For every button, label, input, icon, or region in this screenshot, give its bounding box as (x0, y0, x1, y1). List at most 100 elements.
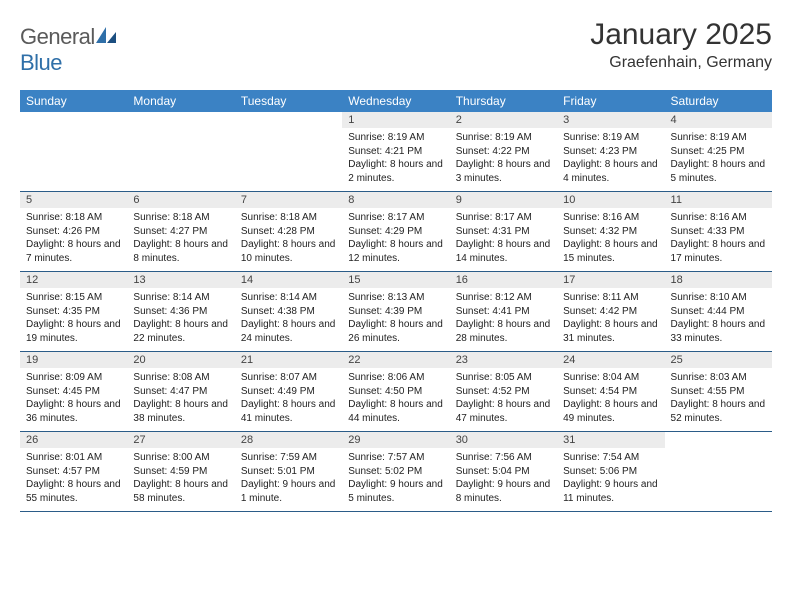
day-detail: Sunrise: 8:00 AMSunset: 4:59 PMDaylight:… (127, 448, 234, 511)
day-detail: Sunrise: 8:19 AMSunset: 4:23 PMDaylight:… (557, 128, 664, 191)
calendar-day-cell: 25Sunrise: 8:03 AMSunset: 4:55 PMDayligh… (665, 352, 772, 432)
day-detail: Sunrise: 8:13 AMSunset: 4:39 PMDaylight:… (342, 288, 449, 351)
calendar-day-cell: 11Sunrise: 8:16 AMSunset: 4:33 PMDayligh… (665, 192, 772, 272)
month-title: January 2025 (590, 18, 772, 52)
day-number: 17 (557, 272, 664, 288)
calendar-day-cell (20, 112, 127, 192)
day-number: 7 (235, 192, 342, 208)
day-number: 28 (235, 432, 342, 448)
day-detail: Sunrise: 8:15 AMSunset: 4:35 PMDaylight:… (20, 288, 127, 351)
day-number: 25 (665, 352, 772, 368)
day-detail: Sunrise: 8:17 AMSunset: 4:29 PMDaylight:… (342, 208, 449, 271)
calendar-day-cell: 2Sunrise: 8:19 AMSunset: 4:22 PMDaylight… (450, 112, 557, 192)
logo-word-2: Blue (20, 50, 62, 75)
day-number: 9 (450, 192, 557, 208)
day-number (127, 112, 234, 130)
day-detail: Sunrise: 8:07 AMSunset: 4:49 PMDaylight:… (235, 368, 342, 431)
day-number: 2 (450, 112, 557, 128)
day-number: 29 (342, 432, 449, 448)
calendar-day-cell: 10Sunrise: 8:16 AMSunset: 4:32 PMDayligh… (557, 192, 664, 272)
calendar-day-cell: 20Sunrise: 8:08 AMSunset: 4:47 PMDayligh… (127, 352, 234, 432)
day-number: 12 (20, 272, 127, 288)
calendar-table: SundayMondayTuesdayWednesdayThursdayFrid… (20, 90, 772, 512)
calendar-day-cell: 1Sunrise: 8:19 AMSunset: 4:21 PMDaylight… (342, 112, 449, 192)
location: Graefenhain, Germany (590, 54, 772, 72)
weekday-header: Friday (557, 90, 664, 112)
calendar-day-cell: 15Sunrise: 8:13 AMSunset: 4:39 PMDayligh… (342, 272, 449, 352)
calendar-day-cell: 18Sunrise: 8:10 AMSunset: 4:44 PMDayligh… (665, 272, 772, 352)
day-detail: Sunrise: 8:08 AMSunset: 4:47 PMDaylight:… (127, 368, 234, 431)
title-block: January 2025 Graefenhain, Germany (590, 18, 772, 72)
calendar-day-cell: 14Sunrise: 8:14 AMSunset: 4:38 PMDayligh… (235, 272, 342, 352)
calendar-day-cell: 8Sunrise: 8:17 AMSunset: 4:29 PMDaylight… (342, 192, 449, 272)
day-detail: Sunrise: 8:09 AMSunset: 4:45 PMDaylight:… (20, 368, 127, 431)
calendar-page: GeneralBlue January 2025 Graefenhain, Ge… (0, 0, 792, 612)
day-detail: Sunrise: 8:03 AMSunset: 4:55 PMDaylight:… (665, 368, 772, 431)
day-detail: Sunrise: 8:19 AMSunset: 4:22 PMDaylight:… (450, 128, 557, 191)
calendar-day-cell: 17Sunrise: 8:11 AMSunset: 4:42 PMDayligh… (557, 272, 664, 352)
calendar-week-row: 19Sunrise: 8:09 AMSunset: 4:45 PMDayligh… (20, 352, 772, 432)
day-detail: Sunrise: 8:01 AMSunset: 4:57 PMDaylight:… (20, 448, 127, 511)
day-detail: Sunrise: 8:18 AMSunset: 4:27 PMDaylight:… (127, 208, 234, 271)
logo: GeneralBlue (20, 24, 117, 76)
calendar-day-cell: 24Sunrise: 8:04 AMSunset: 4:54 PMDayligh… (557, 352, 664, 432)
day-detail: Sunrise: 8:18 AMSunset: 4:26 PMDaylight:… (20, 208, 127, 271)
day-detail: Sunrise: 8:14 AMSunset: 4:36 PMDaylight:… (127, 288, 234, 351)
day-detail: Sunrise: 8:16 AMSunset: 4:33 PMDaylight:… (665, 208, 772, 271)
day-detail (20, 130, 127, 188)
calendar-week-row: 1Sunrise: 8:19 AMSunset: 4:21 PMDaylight… (20, 112, 772, 192)
calendar-day-cell: 30Sunrise: 7:56 AMSunset: 5:04 PMDayligh… (450, 432, 557, 512)
day-detail: Sunrise: 8:19 AMSunset: 4:25 PMDaylight:… (665, 128, 772, 191)
calendar-day-cell (235, 112, 342, 192)
calendar-day-cell: 29Sunrise: 7:57 AMSunset: 5:02 PMDayligh… (342, 432, 449, 512)
day-detail: Sunrise: 8:05 AMSunset: 4:52 PMDaylight:… (450, 368, 557, 431)
day-detail: Sunrise: 7:56 AMSunset: 5:04 PMDaylight:… (450, 448, 557, 511)
day-number: 21 (235, 352, 342, 368)
day-detail (665, 450, 772, 508)
calendar-day-cell: 26Sunrise: 8:01 AMSunset: 4:57 PMDayligh… (20, 432, 127, 512)
weekday-header: Thursday (450, 90, 557, 112)
day-number: 24 (557, 352, 664, 368)
day-number: 3 (557, 112, 664, 128)
day-detail: Sunrise: 7:57 AMSunset: 5:02 PMDaylight:… (342, 448, 449, 511)
day-number: 31 (557, 432, 664, 448)
day-number: 11 (665, 192, 772, 208)
calendar-week-row: 26Sunrise: 8:01 AMSunset: 4:57 PMDayligh… (20, 432, 772, 512)
weekday-header: Tuesday (235, 90, 342, 112)
calendar-day-cell: 7Sunrise: 8:18 AMSunset: 4:28 PMDaylight… (235, 192, 342, 272)
day-number (20, 112, 127, 130)
calendar-day-cell: 4Sunrise: 8:19 AMSunset: 4:25 PMDaylight… (665, 112, 772, 192)
calendar-day-cell: 19Sunrise: 8:09 AMSunset: 4:45 PMDayligh… (20, 352, 127, 432)
calendar-day-cell (665, 432, 772, 512)
day-detail: Sunrise: 8:14 AMSunset: 4:38 PMDaylight:… (235, 288, 342, 351)
day-number: 10 (557, 192, 664, 208)
day-detail (235, 130, 342, 188)
day-number: 18 (665, 272, 772, 288)
day-number: 5 (20, 192, 127, 208)
day-number: 22 (342, 352, 449, 368)
day-detail: Sunrise: 8:16 AMSunset: 4:32 PMDaylight:… (557, 208, 664, 271)
logo-text: GeneralBlue (20, 24, 117, 76)
day-number: 20 (127, 352, 234, 368)
day-number (665, 432, 772, 450)
logo-sail-icon (95, 26, 117, 44)
calendar-header-row: SundayMondayTuesdayWednesdayThursdayFrid… (20, 90, 772, 112)
calendar-day-cell: 13Sunrise: 8:14 AMSunset: 4:36 PMDayligh… (127, 272, 234, 352)
day-number: 14 (235, 272, 342, 288)
day-detail: Sunrise: 8:06 AMSunset: 4:50 PMDaylight:… (342, 368, 449, 431)
day-number: 13 (127, 272, 234, 288)
header: GeneralBlue January 2025 Graefenhain, Ge… (20, 18, 772, 76)
day-detail: Sunrise: 8:11 AMSunset: 4:42 PMDaylight:… (557, 288, 664, 351)
day-detail (127, 130, 234, 188)
calendar-day-cell: 3Sunrise: 8:19 AMSunset: 4:23 PMDaylight… (557, 112, 664, 192)
calendar-day-cell: 23Sunrise: 8:05 AMSunset: 4:52 PMDayligh… (450, 352, 557, 432)
weekday-header: Wednesday (342, 90, 449, 112)
day-number: 19 (20, 352, 127, 368)
day-detail: Sunrise: 8:10 AMSunset: 4:44 PMDaylight:… (665, 288, 772, 351)
day-number (235, 112, 342, 130)
calendar-week-row: 12Sunrise: 8:15 AMSunset: 4:35 PMDayligh… (20, 272, 772, 352)
weekday-header: Monday (127, 90, 234, 112)
day-detail: Sunrise: 8:17 AMSunset: 4:31 PMDaylight:… (450, 208, 557, 271)
calendar-day-cell: 12Sunrise: 8:15 AMSunset: 4:35 PMDayligh… (20, 272, 127, 352)
calendar-week-row: 5Sunrise: 8:18 AMSunset: 4:26 PMDaylight… (20, 192, 772, 272)
